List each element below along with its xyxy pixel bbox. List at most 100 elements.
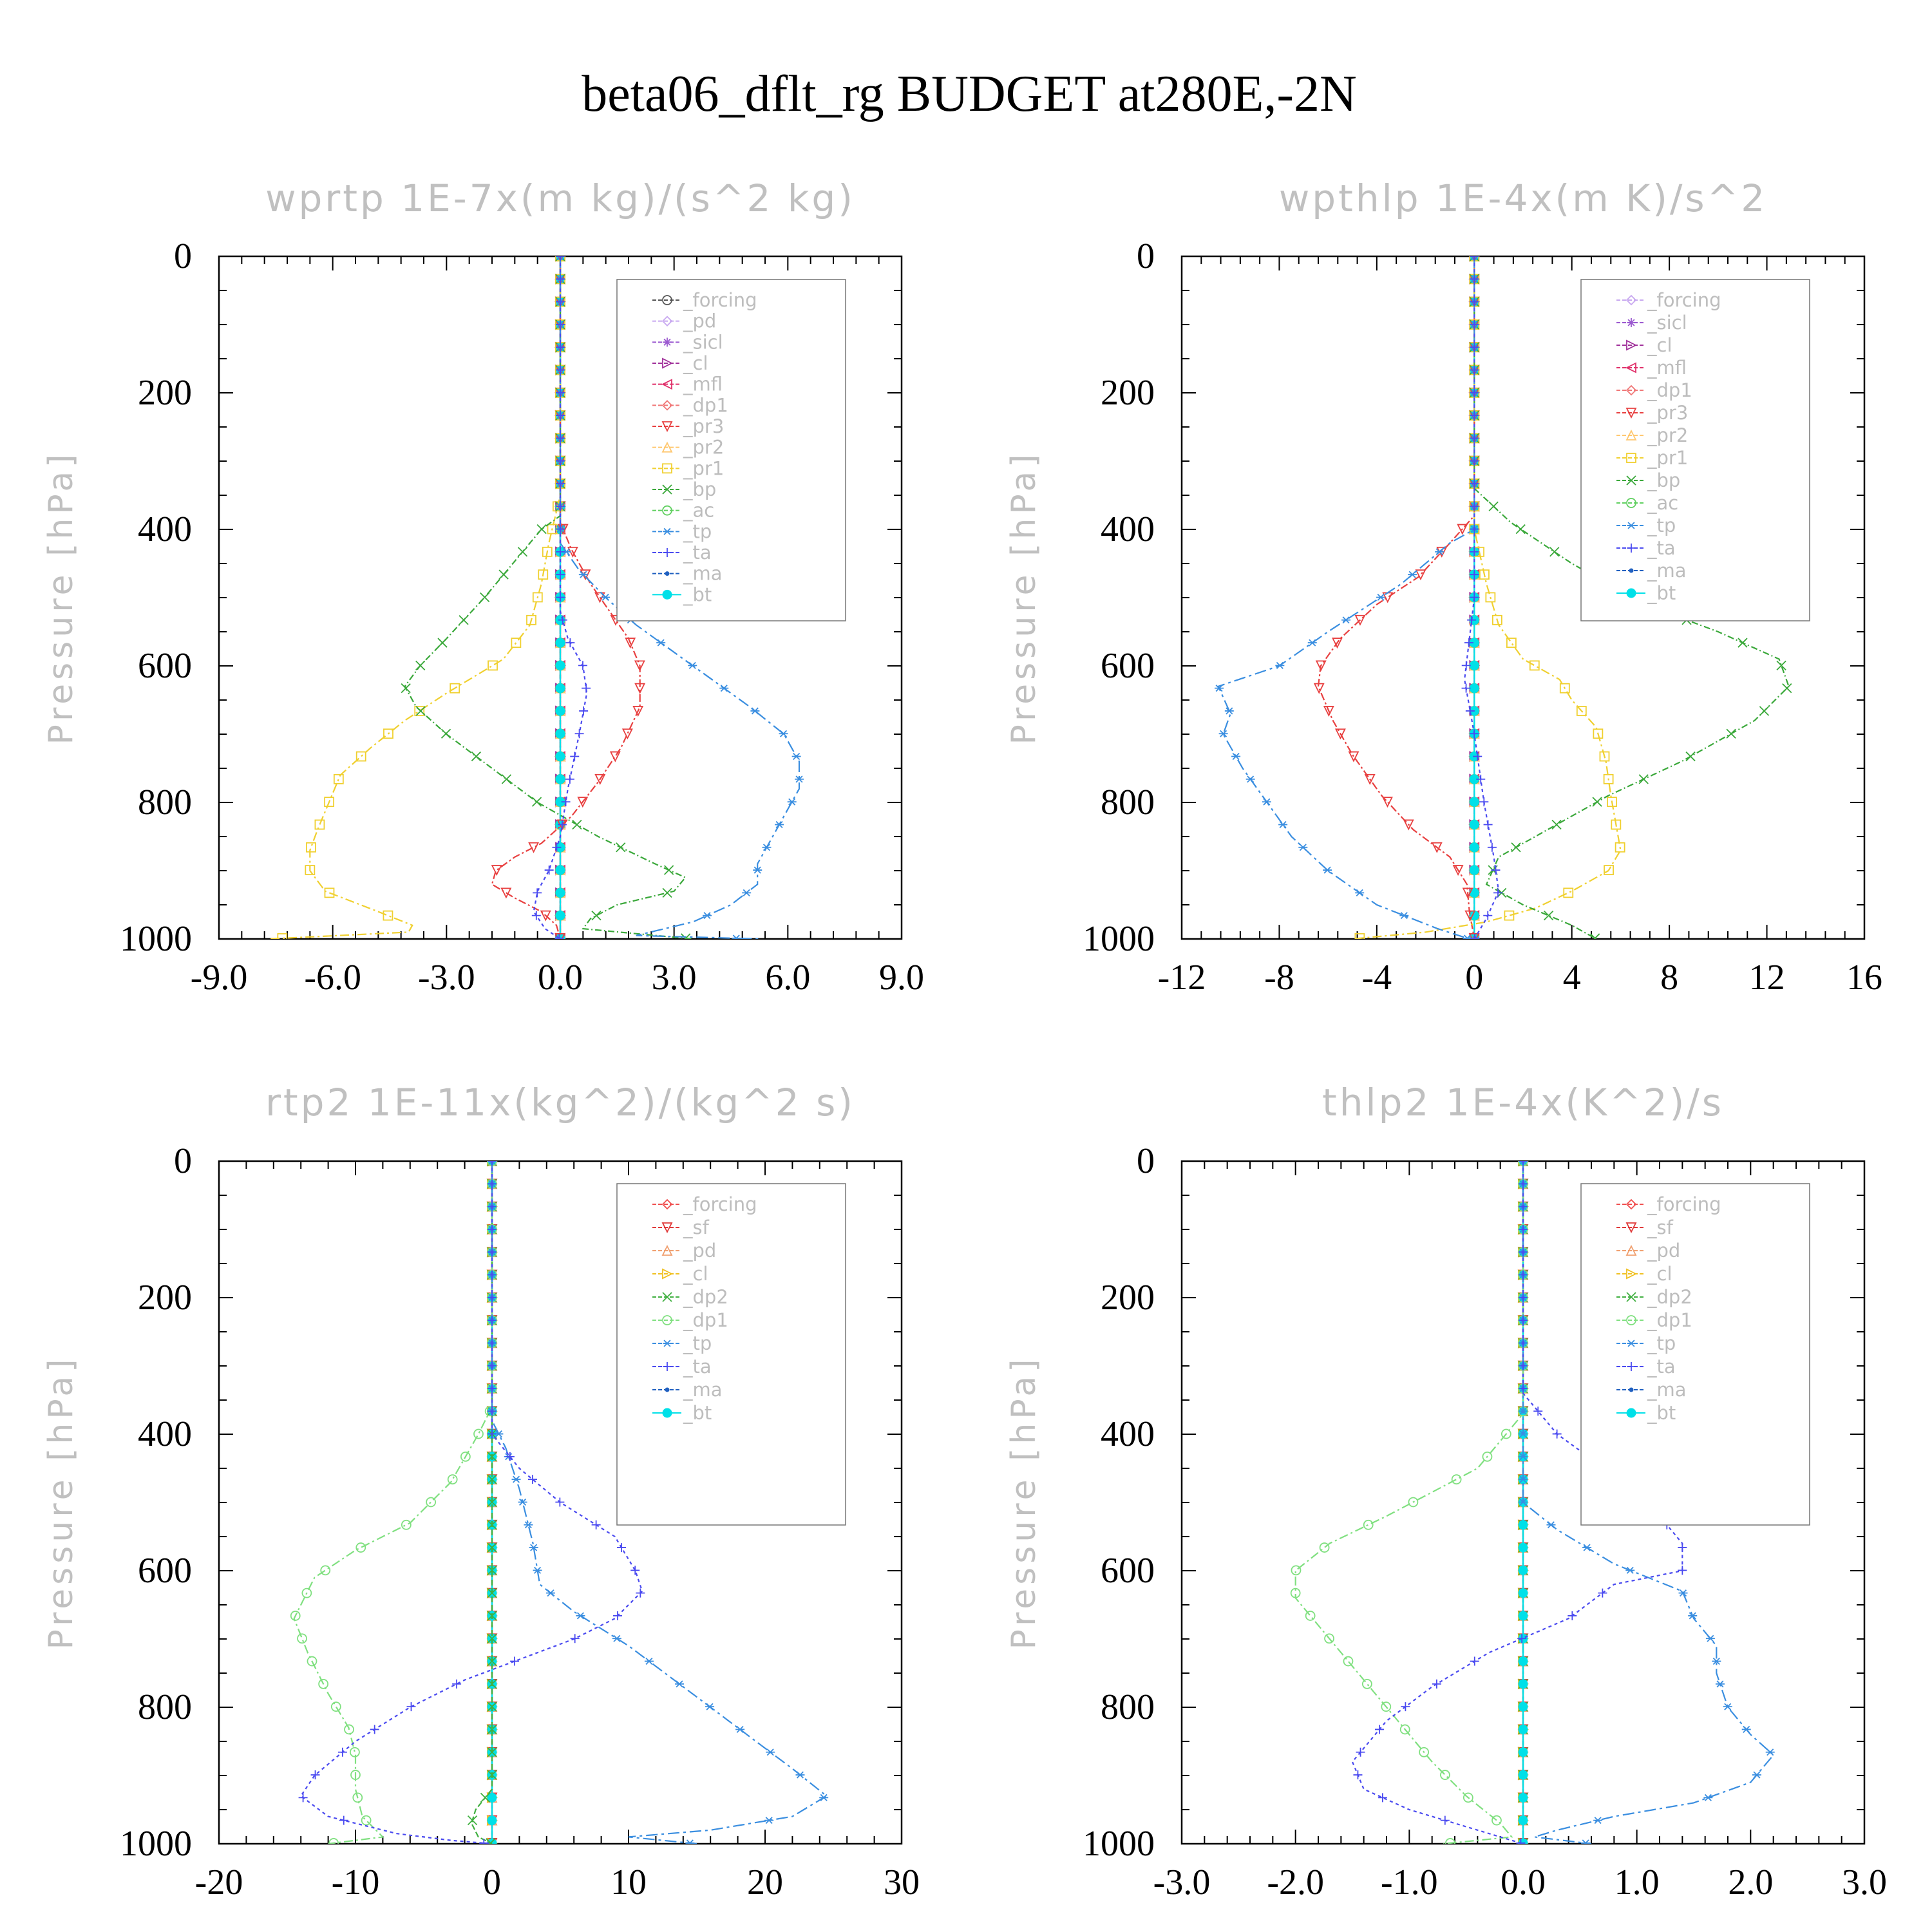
legend-marker xyxy=(662,1268,674,1280)
series-point xyxy=(538,569,549,580)
series-point xyxy=(555,752,565,762)
series-point xyxy=(1469,660,1479,670)
y-tick-label: 0 xyxy=(174,236,192,276)
series-point xyxy=(1218,730,1228,737)
y-tick-label: 600 xyxy=(138,1551,192,1591)
series-point xyxy=(488,1202,497,1211)
legend-label: _tp xyxy=(683,520,712,542)
series-point xyxy=(350,1770,361,1780)
legend-label: _ta xyxy=(683,1356,712,1378)
series-point xyxy=(1461,683,1471,693)
series-point xyxy=(1625,1566,1635,1574)
series-point xyxy=(1399,912,1409,920)
series-point xyxy=(1491,866,1501,875)
series-point xyxy=(1759,706,1770,716)
legend-entry: _cl xyxy=(652,1263,708,1285)
x-tick-label: 16 xyxy=(1846,958,1882,998)
series-point xyxy=(764,1817,774,1824)
x-tick-label: 3.0 xyxy=(1842,1862,1887,1902)
series-point xyxy=(1518,1656,1528,1667)
series-point xyxy=(488,1338,497,1348)
series-point xyxy=(613,1611,623,1620)
series-point xyxy=(621,728,633,740)
series-point xyxy=(1419,1747,1430,1757)
series-point xyxy=(1463,1792,1473,1803)
series-ta xyxy=(298,1161,645,1844)
series-point xyxy=(1432,1679,1441,1689)
series-point xyxy=(487,1611,497,1621)
y-tick-label: 0 xyxy=(1137,1141,1155,1181)
series-point xyxy=(1519,1293,1528,1302)
series-point xyxy=(1470,256,1479,261)
series-point xyxy=(1519,1161,1528,1165)
series-point xyxy=(1752,1771,1761,1779)
series-point xyxy=(339,1815,348,1825)
series-point xyxy=(561,797,571,807)
legend-marker xyxy=(661,400,673,411)
series-point xyxy=(401,683,411,694)
legend-label: _pr3 xyxy=(1647,402,1688,424)
legend-entry: _dp1 xyxy=(652,1309,728,1331)
legend-marker xyxy=(1626,1268,1638,1280)
series-point xyxy=(1470,729,1479,739)
legend-label: _forcing xyxy=(1647,1193,1721,1215)
legend-label: _bp xyxy=(683,478,716,500)
legend-entry: _bt xyxy=(652,583,712,605)
series-point xyxy=(1519,1316,1528,1325)
series-point xyxy=(644,1658,654,1665)
series-line xyxy=(268,256,562,939)
series-point xyxy=(1723,1703,1732,1710)
series-point xyxy=(542,546,553,557)
legend-label: _sf xyxy=(1647,1217,1674,1238)
series-point xyxy=(1519,1179,1528,1189)
legend-entry: _pd xyxy=(652,310,716,332)
series-point xyxy=(1518,1815,1528,1826)
series-point xyxy=(305,865,316,875)
legend-marker xyxy=(1626,339,1638,351)
legend-entry: _sf xyxy=(1616,1217,1674,1238)
legend-marker xyxy=(1626,1292,1636,1302)
y-tick-label: 600 xyxy=(1101,1551,1155,1591)
series-point xyxy=(1334,728,1346,740)
series-point xyxy=(297,1633,307,1644)
series-point xyxy=(1518,1724,1528,1734)
legend-entry: _sicl xyxy=(652,331,723,353)
series-point xyxy=(1519,1407,1528,1415)
legend-entry: _ma xyxy=(1616,1379,1687,1401)
series-point xyxy=(1678,1543,1687,1553)
series-point xyxy=(555,683,565,694)
series-point xyxy=(1543,911,1554,921)
panels: wprtp 1E-7x(m kg)/(s^2 kg) Pressure [hPa]… xyxy=(42,176,1887,1902)
series-point xyxy=(349,1747,360,1757)
series-point xyxy=(1469,683,1479,694)
y-tick-label: 200 xyxy=(1101,373,1155,413)
series-point xyxy=(556,411,565,421)
series-point xyxy=(437,638,448,648)
legend-marker xyxy=(661,1198,673,1210)
series-point xyxy=(795,1771,805,1779)
legend-marker xyxy=(1627,318,1636,327)
series-point xyxy=(383,728,393,739)
series-point xyxy=(1319,1542,1330,1553)
x-tick-label: -8 xyxy=(1264,958,1294,998)
series-point xyxy=(1519,1161,1528,1166)
series-point xyxy=(775,820,784,828)
series-point xyxy=(1231,753,1241,761)
series-point xyxy=(1382,797,1393,808)
series-point xyxy=(1275,661,1285,669)
legend-entry: _bt xyxy=(652,1402,712,1424)
series-point xyxy=(1278,820,1288,828)
series-point xyxy=(1374,1725,1384,1734)
legend-label: _ac xyxy=(683,500,714,522)
series-point xyxy=(1482,1451,1493,1462)
legend-label: _forcing xyxy=(683,1193,757,1215)
series-point xyxy=(1546,1521,1556,1529)
legend-entry: _ma xyxy=(1616,560,1687,582)
legend-label: _cl xyxy=(683,1263,708,1285)
legend-label: _forcing xyxy=(683,289,757,311)
legend-marker xyxy=(662,295,672,305)
series-point xyxy=(555,887,565,898)
series-point xyxy=(1516,1838,1526,1844)
series-point xyxy=(290,1611,301,1621)
series-point xyxy=(656,639,666,647)
